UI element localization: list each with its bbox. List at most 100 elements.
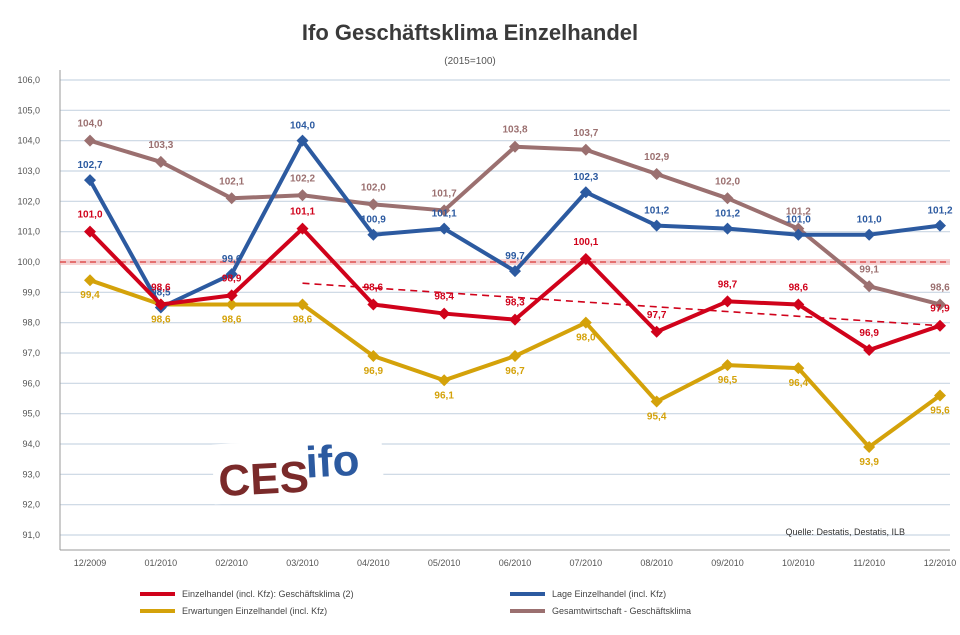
data-point — [792, 298, 805, 311]
data-label: 100,9 — [361, 215, 386, 226]
data-point — [296, 134, 309, 147]
data-point — [296, 298, 309, 311]
data-label: 101,0 — [786, 215, 811, 226]
data-label: 102,9 — [644, 152, 669, 163]
legend-label: Lage Einzelhandel (incl. Kfz) — [552, 589, 666, 599]
data-label: 99,6 — [222, 254, 242, 265]
y-axis: 106,0 105,0 104,0 103,0 102,0 101,0 100,0 99,0 9… — [17, 75, 40, 540]
data-point — [154, 298, 167, 311]
x-tick-label: 08/2010 — [640, 558, 673, 568]
data-point — [84, 174, 96, 187]
x-tick-label: 02/2010 — [215, 558, 248, 568]
series-4: 104,0 103,3 102,1 102,2 102,0 101,7 103,8 103,7… — [77, 119, 950, 311]
data-label: 98,9 — [222, 273, 242, 284]
data-label: 98,6 — [293, 314, 313, 325]
x-tick-label: 05/2010 — [428, 558, 461, 568]
data-point — [863, 228, 876, 241]
data-point — [509, 265, 521, 278]
data-point — [721, 192, 734, 205]
data-label: 103,7 — [573, 128, 598, 139]
data-label: 98,5 — [151, 288, 171, 299]
data-label: 101,2 — [786, 207, 811, 218]
data-label: 99,1 — [859, 264, 879, 275]
data-point — [367, 350, 380, 363]
data-label: 96,7 — [505, 366, 525, 377]
data-label: 93,9 — [859, 457, 879, 468]
data-point — [863, 280, 876, 293]
data-label: 97,7 — [647, 310, 667, 321]
y-tick-label: 91,0 — [22, 530, 40, 540]
chart-subtitle: (2015=100) — [444, 56, 495, 67]
data-point — [579, 143, 592, 156]
data-label: 95,4 — [647, 412, 667, 423]
data-point — [792, 228, 805, 241]
data-label: 103,3 — [148, 140, 173, 151]
data-point — [650, 395, 663, 408]
y-tick-label: 93,0 — [22, 469, 40, 479]
y-tick-label: 98,0 — [22, 318, 40, 328]
data-point — [84, 134, 96, 147]
data-point — [225, 268, 238, 281]
data-label: 98,6 — [930, 282, 950, 293]
x-tick-label: 04/2010 — [357, 558, 390, 568]
data-point — [438, 374, 451, 387]
data-point — [579, 252, 592, 265]
x-tick-label: 01/2010 — [145, 558, 178, 568]
data-point — [509, 140, 521, 153]
data-label: 102,1 — [219, 176, 244, 187]
data-label: 102,2 — [290, 173, 315, 184]
data-point — [225, 192, 238, 205]
x-tick-label: 11/2010 — [853, 558, 885, 568]
x-axis: 12/2009 01/2010 02/2010 03/2010 04/2010 05/20… — [74, 558, 957, 568]
series-3: 99,4 98,6 98,6 98,6 96,9 96,1 96,7 98,0 95,4 96,5… — [80, 274, 950, 468]
data-point — [579, 186, 592, 199]
data-label: 102,0 — [361, 182, 386, 193]
data-label: 102,7 — [77, 160, 102, 171]
data-point — [721, 222, 734, 235]
data-label: 98,0 — [576, 333, 596, 344]
series-1: 101,0 98,6 98,9 101,1 98,6 98,4 98,3 100,1 97,7 9… — [77, 207, 950, 356]
data-label: 98,7 — [718, 279, 738, 290]
trend-line — [302, 282, 941, 327]
data-point — [792, 362, 805, 375]
data-point — [84, 225, 96, 238]
legend-label: Erwartungen Einzelhandel (incl. Kfz) — [182, 606, 327, 616]
data-point — [579, 316, 592, 329]
y-tick-label: 101,0 — [17, 227, 40, 237]
data-label: 104,0 — [290, 121, 315, 132]
x-tick-label: 03/2010 — [286, 558, 319, 568]
data-label: 96,9 — [859, 328, 879, 339]
data-label: 101,7 — [432, 188, 457, 199]
y-tick-label: 104,0 — [17, 136, 40, 146]
chart-title: Ifo Geschäftsklima Einzelhandel — [302, 20, 638, 45]
data-point — [863, 441, 876, 454]
data-point — [367, 198, 380, 211]
y-tick-label: 103,0 — [17, 166, 40, 176]
data-point — [863, 343, 876, 356]
x-tick-label: 07/2010 — [570, 558, 603, 568]
y-tick-label: 96,0 — [22, 378, 40, 388]
data-label: 99,4 — [80, 290, 100, 301]
legend-label: Einzelhandel (incl. Kfz): Geschäftsklima… — [182, 589, 354, 599]
data-point — [154, 155, 167, 168]
y-tick-label: 94,0 — [22, 439, 40, 449]
data-label: 99,7 — [505, 251, 525, 262]
data-point — [296, 222, 309, 235]
logo-text-ces: CES — [217, 452, 310, 506]
data-label: 98,3 — [505, 298, 525, 309]
cesifo-logo: CES ifo — [211, 435, 385, 506]
data-label: 98,6 — [789, 282, 809, 293]
data-label: 103,8 — [502, 125, 527, 136]
data-label: 102,0 — [715, 176, 740, 187]
data-point — [792, 222, 805, 235]
x-tick-label: 10/2010 — [782, 558, 815, 568]
data-label: 96,1 — [434, 390, 454, 401]
data-label: 96,4 — [789, 378, 809, 389]
data-label: 101,0 — [857, 215, 882, 226]
data-label: 102,3 — [573, 172, 598, 183]
series-group: 104,0 103,3 102,1 102,2 102,0 101,7 103,8 103,7… — [77, 119, 952, 468]
y-tick-label: 92,0 — [22, 500, 40, 510]
data-point — [650, 325, 663, 338]
series-2: 102,7 98,5 99,6 104,0 100,9 101,1 99,7 102,3 101… — [77, 121, 953, 314]
